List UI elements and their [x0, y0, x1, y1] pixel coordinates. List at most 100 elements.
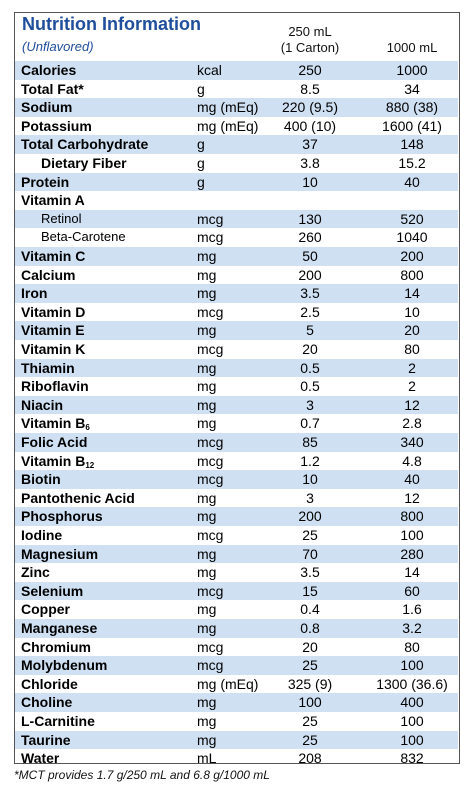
unit: mcg	[197, 638, 224, 655]
serving-value: 208	[298, 750, 322, 767]
unit: mg	[197, 322, 217, 339]
nutrient-name: Calories	[21, 61, 76, 80]
liter-value: 148	[400, 136, 424, 153]
table-row: Total Carbohydrate g 37 148	[15, 135, 458, 154]
unit: mg	[197, 620, 217, 636]
liter-value: 60	[404, 582, 420, 599]
unit: mcg	[197, 471, 224, 488]
nutrient-name-text: Zinc	[21, 564, 50, 581]
unit: mg	[197, 508, 217, 525]
serving-value: 3	[306, 489, 314, 506]
serving-value: 3.5	[300, 285, 320, 302]
nutrient-name: Beta-Carotene	[41, 228, 126, 247]
unit: mg	[197, 396, 217, 413]
nutrient-name-text: Pantothenic Acid	[21, 489, 135, 506]
nutrient-name: Molybdenum	[21, 656, 107, 675]
unit: mg	[197, 601, 217, 618]
unit: mg	[197, 359, 217, 376]
serving-value: 1.2	[300, 452, 320, 469]
nutrient-name-text: Phosphorus	[21, 508, 103, 525]
nutrient-name: Phosphorus	[21, 507, 103, 526]
serving-value: 200	[298, 508, 322, 525]
serving-value: 130	[298, 210, 322, 227]
liter-value: 12	[404, 396, 420, 413]
serving-value: 400 (10)	[283, 117, 337, 134]
table-row: Phosphorus mg 200 800	[15, 507, 458, 526]
serving-value: 85	[302, 434, 318, 450]
nutrient-name: Manganese	[21, 619, 97, 638]
nutrient-name-text: Chloride	[21, 675, 78, 692]
liter-value: 800	[400, 508, 424, 525]
liter-value: 40	[404, 173, 420, 190]
serving-value: 100	[298, 694, 322, 711]
unit: mL	[197, 750, 217, 767]
liter-value: 4.8	[402, 452, 422, 469]
nutrient-name-text: Taurine	[21, 731, 71, 748]
nutrient-name-text: L-Carnitine	[21, 713, 95, 729]
nutrient-name-text: Copper	[21, 601, 70, 618]
liter-value: 80	[404, 638, 420, 655]
column-header: 1000 mL	[386, 40, 438, 55]
unit: mg	[197, 694, 217, 711]
nutrient-name: Water	[21, 749, 59, 768]
serving-value: 20	[302, 341, 318, 357]
serving-value: 10	[302, 471, 318, 488]
serving-value: 260	[298, 229, 322, 246]
nutrient-name: Choline	[21, 693, 72, 712]
nutrient-name: Iron	[21, 284, 47, 303]
nutrient-name-text: Beta-Carotene	[41, 229, 126, 245]
nutrient-name-text: Molybdenum	[21, 657, 108, 674]
liter-value: 280	[400, 545, 424, 562]
nutrient-name: Taurine	[21, 731, 71, 750]
unit: mg (mEq)	[197, 675, 259, 692]
nutrient-name-text: Water	[21, 750, 60, 767]
table-row: L-Carnitine mg 25 100	[15, 712, 458, 731]
column-header: (1 Carton)	[280, 40, 340, 55]
nutrient-name-text: Dietary Fiber	[41, 155, 127, 171]
table-row: Vitamin E mg 5 20	[15, 321, 458, 340]
unit: mcg	[197, 229, 224, 246]
liter-value: 200	[400, 248, 424, 264]
nutrient-name: Copper	[21, 600, 70, 619]
serving-value: 200	[298, 266, 322, 283]
serving-value: 325 (9)	[287, 675, 333, 692]
serving-value: 0.8	[300, 620, 320, 636]
unit: mg	[197, 545, 217, 562]
nutrient-name: Vitamin E	[21, 321, 85, 340]
nutrient-name-text: Vitamin D	[21, 303, 86, 320]
liter-value: 100	[400, 657, 424, 674]
unit: mg	[197, 713, 217, 729]
unit: mcg	[197, 452, 224, 469]
serving-value: 3.8	[300, 155, 320, 171]
liter-value: 2.8	[402, 415, 422, 432]
unit: mg	[197, 285, 217, 302]
serving-value: 220 (9.5)	[281, 99, 339, 116]
table-row: Niacin mg 3 12	[15, 395, 458, 415]
subtitle: (Unflavored)	[22, 39, 94, 54]
table-row: Chloride mg (mEq) 325 (9) 1300 (36.6)	[15, 675, 458, 694]
nutrient-name: Vitamin K	[21, 340, 85, 359]
nutrient-name-text: Iron	[21, 285, 48, 302]
nutrient-name-text: Thiamin	[21, 359, 75, 376]
subscript: 12	[85, 460, 95, 470]
liter-value: 2	[408, 359, 416, 376]
unit: mg	[197, 489, 217, 506]
nutrient-name: Selenium	[21, 582, 83, 601]
liter-value: 100	[400, 713, 424, 729]
nutrient-name: Vitamin B12	[21, 452, 94, 476]
unit: mg (mEq)	[197, 117, 259, 134]
table-row: Biotin mcg 10 40	[15, 470, 458, 489]
table-row: Dietary Fiber g 3.8 15.2	[15, 154, 458, 173]
liter-value: 40	[404, 471, 420, 488]
liter-value: 100	[400, 527, 424, 543]
unit: g	[197, 80, 205, 97]
table-row: Copper mg 0.4 1.6	[15, 600, 458, 619]
unit: mcg	[197, 582, 224, 599]
liter-value: 3.2	[402, 620, 422, 636]
table-row: Folic Acid mcg 85 340	[15, 433, 458, 452]
unit: kcal	[197, 62, 222, 78]
liter-value: 832	[400, 750, 424, 767]
liter-value: 34	[404, 80, 420, 97]
liter-value: 14	[404, 564, 420, 581]
unit: mg (mEq)	[197, 99, 259, 116]
